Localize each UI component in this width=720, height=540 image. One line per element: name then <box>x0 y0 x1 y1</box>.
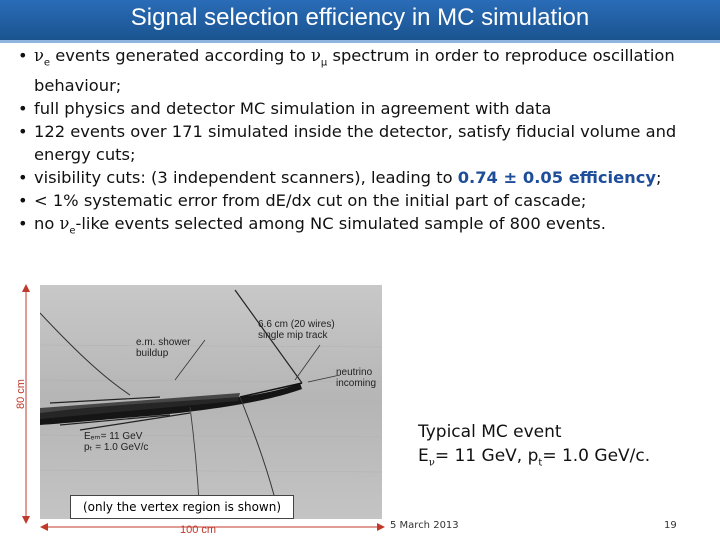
horizontal-axis <box>40 523 385 531</box>
vertex-region-note: (only the vertex region is shown) <box>70 495 294 519</box>
bullet-item-2: • full physics and detector MC simulatio… <box>18 99 552 119</box>
track-label: 6.6 cm (20 wires) single mip track <box>258 319 335 341</box>
vertical-axis-label: 80 cm <box>14 379 27 409</box>
slide-title: Signal selection efficiency in MC simula… <box>130 4 590 31</box>
title-accent-line <box>0 40 720 43</box>
event-display-graphic <box>40 285 382 519</box>
bullet-dot: • <box>18 168 28 188</box>
neutrino-label: neutrino incoming <box>336 367 377 389</box>
em-shower-label: e.m. shower buildup <box>136 337 191 359</box>
bullet-dot: • <box>18 214 28 234</box>
bullet-item-5: • < 1% systematic error from dE/dx cut o… <box>18 191 587 211</box>
horizontal-axis-label: 100 cm <box>180 524 217 536</box>
title-bar: Signal selection efficiency in MC simula… <box>0 0 720 40</box>
bullet-item-3: • 122 events over 171 simulated inside t… <box>18 122 677 165</box>
footer-date: 5 March 2013 <box>390 520 459 531</box>
bullet-dot: • <box>18 46 28 65</box>
event-caption: Typical MC event Eν= 11 GeV, pt= 1.0 GeV… <box>418 422 651 469</box>
energy-label: Eₑₘ= 11 GeV pₜ = 1.0 GeV/c <box>84 431 149 453</box>
bullet-dot: • <box>18 99 28 119</box>
event-display-image: e.m. shower buildup 6.6 cm (20 wires) si… <box>40 285 382 519</box>
bullet-list: • νe events generated according to νμ sp… <box>18 44 708 243</box>
bullet-item-6: • no νe-like events selected among NC si… <box>18 214 606 237</box>
efficiency-highlight: 0.74 ± 0.05 efficiency <box>457 168 657 188</box>
bullet-dot: • <box>18 191 28 211</box>
page-number: 19 <box>664 520 677 531</box>
bullet-item-4: • visibility cuts: (3 independent scanne… <box>18 168 662 188</box>
bullet-item-1: • νe events generated according to νμ sp… <box>18 46 675 96</box>
bullet-dot: • <box>18 122 28 142</box>
vertical-axis <box>22 284 30 524</box>
